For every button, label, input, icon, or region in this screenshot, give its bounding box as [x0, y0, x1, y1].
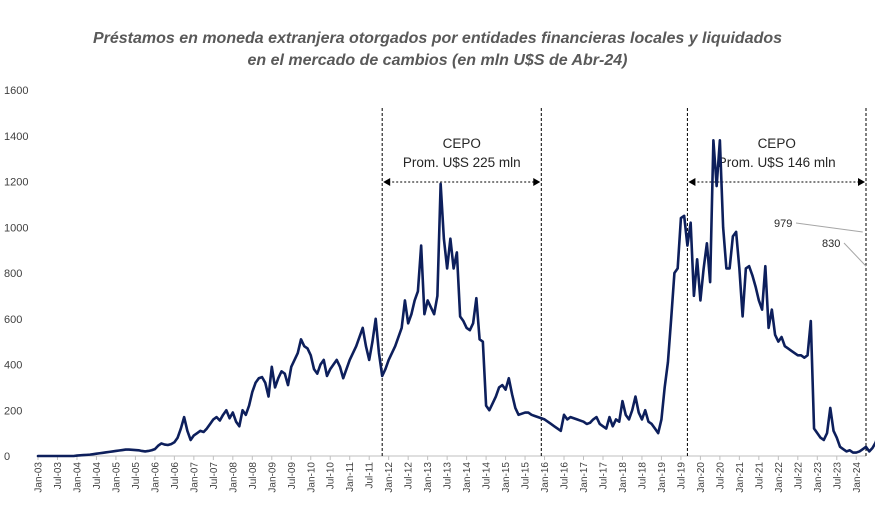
x-tick-label: Jul-18 [637, 462, 648, 490]
x-tick-label: Jan-16 [540, 462, 551, 493]
x-tick-label: Jul-11 [365, 462, 376, 489]
x-tick-label: Jul-14 [482, 462, 493, 490]
cepo-label: CEPO [758, 136, 796, 151]
x-tick-label: Jul-07 [209, 462, 220, 490]
y-tick-label: 1400 [4, 131, 28, 143]
x-tick-label: Jan-06 [150, 462, 161, 493]
x-tick-label: Jul-20 [715, 462, 726, 490]
y-tick-label: 0 [4, 451, 10, 463]
y-tick-label: 1600 [4, 85, 28, 97]
x-tick-label: Jan-23 [813, 462, 824, 493]
x-tick-label: Jan-04 [72, 462, 83, 493]
cepo-arrow-right [533, 178, 541, 186]
series-line [36, 139, 875, 458]
value-label-leader [843, 242, 867, 267]
y-tick-label: 200 [4, 405, 22, 417]
x-tick-label: Jul-23 [832, 462, 843, 490]
x-tick-label: Jan-09 [267, 462, 278, 493]
x-tick-label: Jul-04 [92, 462, 103, 490]
y-axis-ticks: 0 200 400 600 800 1000 1200 1400 1600 [4, 85, 28, 463]
x-tick-label: Jul-09 [287, 462, 298, 490]
cepo-arrow-left [688, 178, 696, 186]
x-tick-label: Jul-21 [754, 462, 765, 490]
x-tick-label: Jan-13 [423, 462, 434, 493]
y-tick-label: 1200 [4, 177, 28, 189]
y-tick-label: 800 [4, 268, 22, 280]
cepo-label: CEPO [443, 136, 481, 151]
cepo-annotations: CEPO Prom. U$S 225 mln CEPO Prom. U$S 146 m… [381, 108, 867, 456]
x-tick-label: Jan-12 [384, 462, 395, 493]
x-tick-label: Jul-19 [676, 462, 687, 490]
value-label-leader [795, 222, 863, 233]
value-labels: 979 830 [774, 218, 867, 267]
x-tick-label: Jul-03 [53, 462, 64, 490]
x-tick-label: Jan-05 [111, 462, 122, 493]
x-tick-label: Jul-22 [793, 462, 804, 490]
x-tick-label: Jan-22 [774, 462, 785, 493]
x-tick-label: Jan-24 [852, 462, 863, 493]
x-tick-label: Jan-03 [34, 462, 45, 493]
value-label: 979 [774, 218, 792, 230]
x-tick-label: Jul-17 [598, 462, 609, 490]
x-tick-label: Jul-10 [326, 462, 337, 490]
x-tick-label: Jan-10 [306, 462, 317, 493]
chart-title-line-2: en el mercado de cambios (en mln U$S de … [247, 52, 628, 69]
x-tick-label: Jul-12 [404, 462, 415, 490]
x-tick-label: Jul-05 [131, 462, 142, 490]
x-tick-label: Jan-17 [579, 462, 590, 493]
x-tick-label: Jul-15 [521, 462, 532, 490]
y-tick-label: 600 [4, 314, 22, 326]
x-tick-label: Jan-18 [618, 462, 629, 493]
x-tick-label: Jan-11 [345, 462, 356, 492]
cepo-arrow-left [383, 178, 391, 186]
x-tick-label: Jan-19 [657, 462, 668, 493]
x-tick-label: Jan-08 [228, 462, 239, 493]
x-tick-label: Jan-21 [735, 462, 746, 493]
x-tick-label: Jan-15 [501, 462, 512, 493]
y-tick-label: 400 [4, 360, 22, 372]
x-tick-label: Jul-06 [170, 462, 181, 490]
x-tick-label: Jan-07 [189, 462, 200, 493]
chart-title: Préstamos en moneda extranjera otorgados… [0, 28, 875, 72]
x-tick-label: Jan-20 [696, 462, 707, 493]
x-tick-label: Jan-14 [462, 462, 473, 493]
x-tick-label: Jul-08 [248, 462, 259, 490]
x-tick-label: Jul-13 [443, 462, 454, 490]
x-axis-ticks: Jan-03 Jul-03 Jan-04 Jul-04 Jan-05 Jul-05 Jan-… [34, 456, 863, 493]
x-tick-label: Jul-16 [560, 462, 571, 490]
chart-title-line-1: Préstamos en moneda extranjera otorgados… [92, 30, 783, 47]
cepo-label: Prom. U$S 146 mln [718, 155, 836, 170]
cepo-arrow-right [858, 178, 865, 186]
y-tick-label: 1000 [4, 222, 28, 234]
value-label: 830 [822, 238, 840, 250]
cepo-label: Prom. U$S 225 mln [403, 155, 521, 170]
